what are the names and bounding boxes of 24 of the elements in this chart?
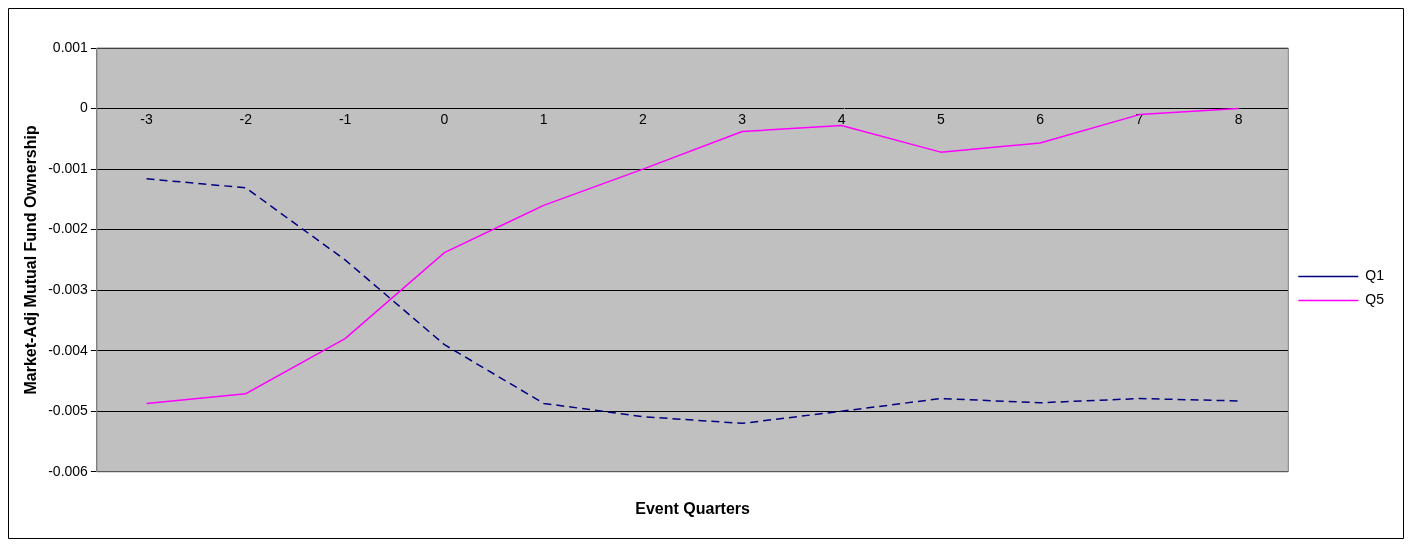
x-tick-label: 4 <box>837 111 846 127</box>
y-tick-label: 0.001 <box>52 38 89 55</box>
x-tick-label: 2 <box>639 111 648 127</box>
x-tick-label: 5 <box>936 111 945 127</box>
legend-label: Q1 <box>1365 267 1385 284</box>
x-tick-label: -1 <box>338 111 352 127</box>
x-tick-label: 1 <box>539 111 548 127</box>
y-tick-label: 0 <box>80 99 89 116</box>
y-tick-label: -0.001 <box>48 159 89 176</box>
legend-label: Q5 <box>1365 291 1385 308</box>
y-tick-label: -0.003 <box>48 281 89 298</box>
x-axis-title: Event Quarters <box>635 499 751 517</box>
x-tick-label: 0 <box>440 111 449 127</box>
y-tick-label: -0.004 <box>48 341 89 358</box>
x-tick-label: 8 <box>1234 111 1243 127</box>
y-tick-label: -0.005 <box>48 402 89 419</box>
x-tick-label: 6 <box>1036 111 1045 127</box>
x-tick-label: 3 <box>738 111 747 127</box>
y-tick-label: -0.002 <box>48 220 89 237</box>
line-series <box>145 178 1240 425</box>
x-tick-label: -3 <box>140 111 153 127</box>
y-axis-title: Market-Adj Mutual Fund Ownership <box>22 125 40 395</box>
x-tick-label: -2 <box>239 111 253 127</box>
y-tick-label: -0.006 <box>48 462 89 479</box>
